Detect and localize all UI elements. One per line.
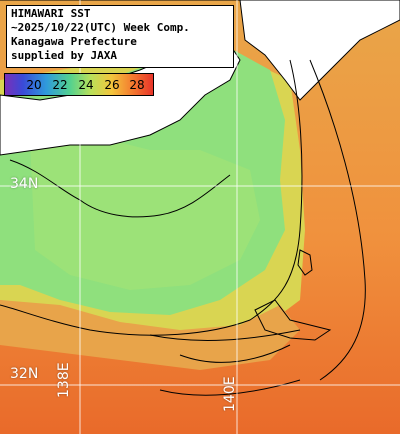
latitude-label: 32N xyxy=(10,366,39,382)
isotherm-contour xyxy=(0,59,303,336)
latitude-label: 34N xyxy=(10,176,39,192)
title-line: Kanagawa Prefecture xyxy=(11,35,137,48)
legend-label: 28 xyxy=(129,78,145,92)
longitude-label: 140E xyxy=(222,376,238,412)
isotherm-contour xyxy=(9,159,231,218)
legend-label: 26 xyxy=(104,78,120,92)
legend-label: 24 xyxy=(78,78,94,92)
title-line: HIMAWARI SST xyxy=(11,7,91,20)
land-north xyxy=(0,0,400,101)
temperature-legend: 20 22 24 26 28 xyxy=(4,73,154,96)
inner-shelf-water xyxy=(30,135,260,290)
title-line: supplied by JAXA xyxy=(11,49,117,62)
legend-label: 20 xyxy=(26,78,42,92)
island-outline xyxy=(254,299,332,341)
legend-label: 22 xyxy=(52,78,68,92)
longitude-label: 138E xyxy=(56,362,72,398)
island-outline xyxy=(297,249,313,276)
title-line: ~2025/10/22(UTC) Week Comp. xyxy=(11,21,190,34)
isotherm-contour xyxy=(309,59,366,381)
map-info-box: HIMAWARI SST ~2025/10/22(UTC) Week Comp.… xyxy=(6,5,234,68)
